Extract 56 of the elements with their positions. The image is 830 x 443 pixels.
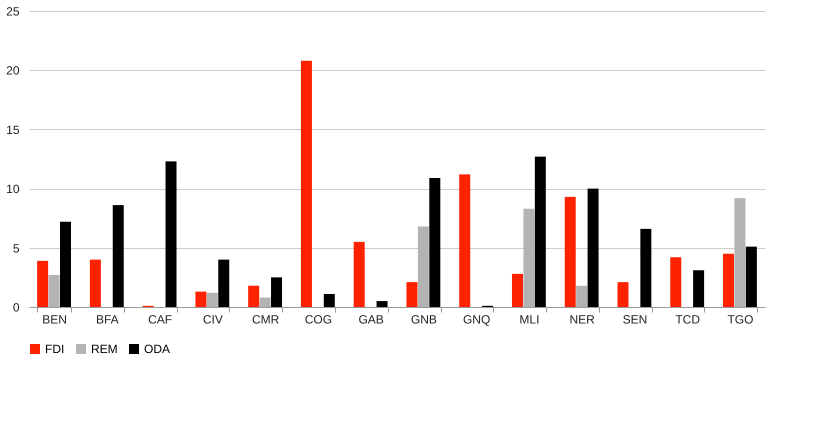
y-tick-label: 15 bbox=[6, 122, 20, 137]
x-tick-label: CMR bbox=[252, 312, 280, 326]
x-tick-label: TCD bbox=[675, 312, 700, 326]
bar bbox=[617, 282, 628, 307]
x-tick-label: GNB bbox=[410, 312, 437, 326]
bar bbox=[693, 270, 704, 307]
bar bbox=[564, 196, 576, 307]
x-tick-label: BFA bbox=[96, 312, 119, 326]
bar bbox=[406, 282, 418, 307]
bar bbox=[523, 208, 534, 307]
bar bbox=[588, 188, 599, 307]
bar bbox=[534, 156, 546, 307]
y-tick-label: 25 bbox=[6, 4, 20, 18]
x-tick-label: GNQ bbox=[462, 312, 490, 326]
bar bbox=[418, 226, 429, 307]
bar bbox=[324, 294, 335, 307]
y-tick-label: 0 bbox=[12, 300, 20, 314]
bar bbox=[459, 174, 470, 307]
x-tick-label: TGO bbox=[727, 312, 754, 326]
bar bbox=[734, 198, 746, 307]
legend-label: ODA bbox=[144, 342, 170, 356]
bar bbox=[48, 275, 60, 307]
x-tick-label: CAF bbox=[148, 312, 172, 326]
y-tick-label: 10 bbox=[6, 182, 20, 196]
y-tick-label: 5 bbox=[12, 241, 20, 256]
bar bbox=[746, 246, 757, 307]
legend-label: REM bbox=[91, 342, 118, 356]
y-tick-label: 20 bbox=[6, 64, 20, 78]
bar bbox=[354, 242, 365, 307]
bar bbox=[271, 277, 282, 307]
bar bbox=[37, 260, 48, 307]
x-tick-label: GAB bbox=[358, 312, 384, 326]
bar bbox=[248, 286, 260, 307]
x-tick-label: SEN bbox=[622, 312, 648, 326]
bar bbox=[576, 286, 588, 307]
bar bbox=[90, 260, 101, 307]
x-tick-label: NER bbox=[569, 312, 596, 326]
bar bbox=[670, 257, 682, 307]
bar bbox=[260, 298, 271, 307]
legend-label: FDI bbox=[45, 342, 64, 356]
bar bbox=[376, 301, 388, 307]
bar bbox=[429, 178, 440, 307]
bar bbox=[60, 222, 71, 307]
bar bbox=[206, 292, 218, 307]
x-tick-label: COG bbox=[304, 312, 332, 326]
bar bbox=[300, 60, 312, 307]
bar bbox=[218, 260, 230, 307]
x-tick-label: BEN bbox=[42, 312, 67, 326]
bar bbox=[195, 292, 206, 307]
x-tick-label: MLI bbox=[519, 312, 540, 326]
bar bbox=[723, 254, 734, 307]
bar bbox=[112, 205, 124, 307]
bar bbox=[640, 228, 652, 307]
x-tick-label: CIV bbox=[202, 312, 223, 326]
bar bbox=[512, 274, 523, 307]
bar bbox=[166, 161, 177, 307]
